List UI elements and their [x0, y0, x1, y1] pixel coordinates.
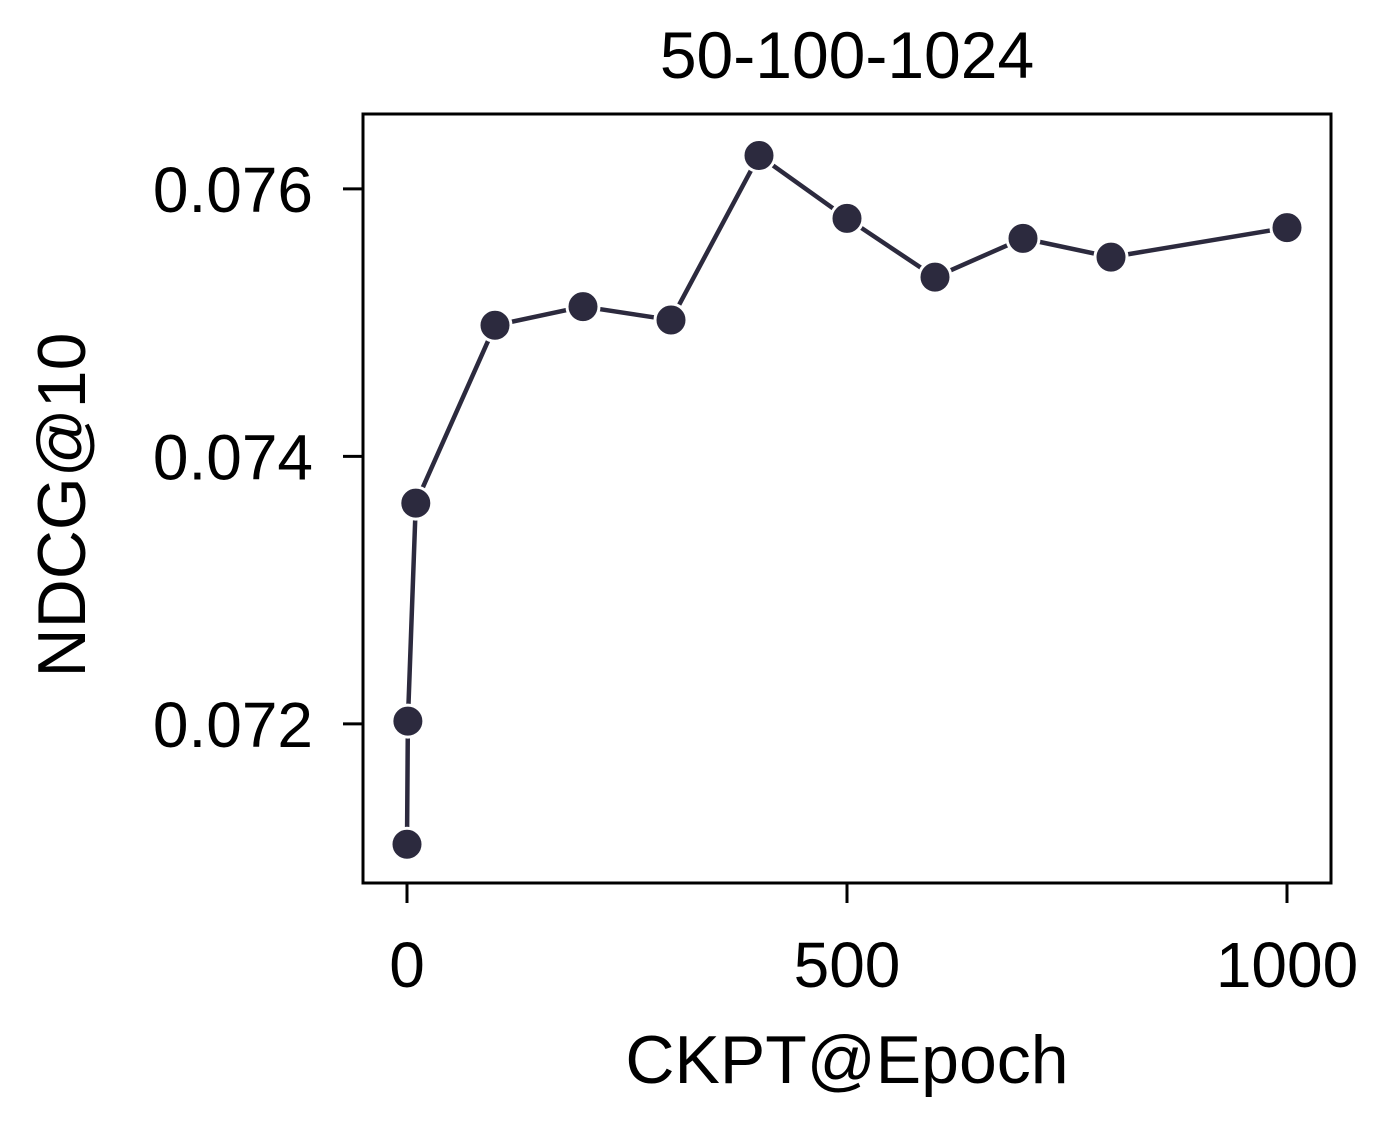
chart-title: 50-100-1024 [660, 18, 1034, 92]
data-point [1093, 239, 1129, 275]
data-point [1269, 210, 1305, 246]
data-point [1005, 220, 1041, 256]
data-point [917, 259, 953, 295]
data-point [565, 289, 601, 325]
y-tick-label: 0.076 [153, 154, 313, 226]
x-tick-label: 500 [794, 929, 901, 1001]
data-point [398, 485, 434, 521]
data-point [390, 703, 426, 739]
series-line [404, 153, 1288, 845]
y-tick-label: 0.074 [153, 421, 313, 493]
data-point [389, 826, 425, 862]
data-point [477, 307, 513, 343]
y-tick-label: 0.072 [153, 689, 313, 761]
x-axis-title: CKPT@Epoch [625, 1022, 1068, 1098]
data-point [829, 200, 865, 236]
series-points [389, 137, 1305, 862]
x-tick-label: 1000 [1216, 929, 1358, 1001]
x-axis-ticks: 0 500 1000 [389, 883, 1358, 1001]
data-point [653, 302, 689, 338]
y-axis-ticks: 0.072 0.074 0.076 [153, 154, 363, 761]
data-point [741, 137, 777, 173]
x-tick-label: 0 [389, 929, 425, 1001]
y-axis-title: NDCG@10 [24, 333, 100, 678]
